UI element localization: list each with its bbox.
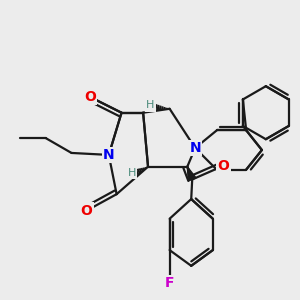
Text: H: H [128, 168, 136, 178]
Text: H: H [146, 100, 155, 110]
Text: N: N [189, 141, 201, 155]
Text: N: N [103, 148, 115, 162]
Text: O: O [218, 159, 230, 173]
Polygon shape [187, 167, 196, 181]
Text: F: F [165, 277, 174, 290]
Text: O: O [84, 90, 96, 104]
Text: O: O [80, 204, 92, 218]
